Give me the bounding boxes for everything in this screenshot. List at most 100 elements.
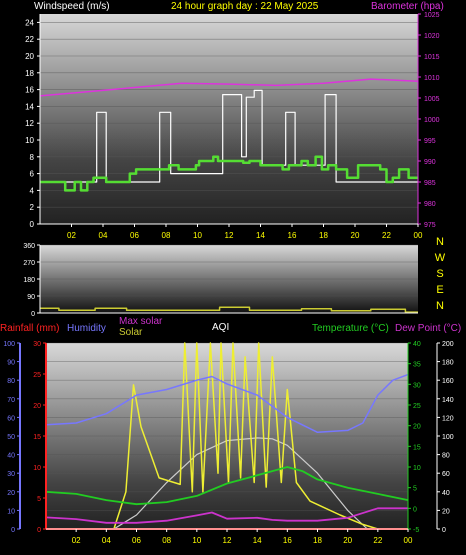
humidity-y-tick-label: 10	[7, 508, 15, 515]
barometer-y-tick-label: 1025	[424, 12, 440, 19]
windspeed-average-line	[40, 155, 418, 192]
rainfall-y-tick-label: 10	[33, 465, 41, 472]
time-tick-label: 00	[414, 231, 423, 240]
temperature-y-tick-label: 25	[413, 403, 421, 410]
time-tick-label: 10	[193, 231, 202, 240]
temperature-y-tick-label: 35	[413, 362, 421, 369]
temperature-y-tick-label: 40	[413, 341, 421, 348]
direction-letter: S	[436, 268, 443, 280]
conditions-time-tick-label: 06	[132, 536, 141, 545]
conditions-time-tick-label: 14	[253, 536, 262, 545]
rainfall-y-tick-label: 5	[37, 496, 41, 503]
barometer-y-tick-label: 1005	[424, 96, 440, 103]
temperature-y-tick-label: 10	[413, 465, 421, 472]
direction-y-tick-label: 90	[27, 294, 35, 301]
wind-y-tick-label: 8	[30, 153, 35, 162]
humidity-axis-title: Humidity	[67, 323, 106, 334]
direction-y-tick-label: 270	[23, 260, 35, 267]
time-axis-ticks: 02 04 06 08 10 12 14 16 18 20 22 00	[67, 224, 423, 240]
rainfall-y-tick-label: 25	[33, 372, 41, 379]
time-tick-label: 14	[256, 231, 265, 240]
chart-title: 24 hour graph day : 22 May 2025	[171, 1, 319, 12]
solar-y-tick-label: 180	[442, 360, 454, 367]
solar-y-tick-label: 160	[442, 378, 454, 385]
barometer-y-tick-label: 990	[424, 159, 436, 166]
temperature-y-tick-label: 0	[413, 506, 417, 513]
conditions-time-tick-label: 02	[72, 536, 81, 545]
humidity-y-tick-label: 0	[11, 527, 15, 534]
wind-y-tick-label: 22	[25, 35, 34, 44]
humidity-y-tick-label: 40	[7, 453, 15, 460]
solar-line	[113, 342, 379, 530]
barometer-y-tick-label: 1000	[424, 117, 440, 124]
solar-y-tick-label: 100	[442, 434, 454, 441]
barometer-y-tick-label: 975	[424, 222, 436, 229]
dew-point-axis-title: Dew Point (°C)	[395, 323, 461, 334]
time-tick-label: 20	[351, 231, 360, 240]
humidity-y-tick-label: 90	[7, 360, 15, 367]
solar-y-tick-label: 20	[442, 508, 450, 515]
barometer-y-tick-label: 995	[424, 138, 436, 145]
max-solar-curve	[113, 437, 368, 530]
rainfall-axis-title: Rainfall (mm)	[0, 323, 59, 334]
temperature-axis-title: Temperature (°C)	[312, 323, 389, 334]
wind-panel-background	[40, 14, 418, 224]
dew-point-line	[45, 507, 408, 524]
conditions-time-tick-label: 04	[102, 536, 111, 545]
rainfall-y-tick-label: 0	[37, 527, 41, 534]
direction-y-tick-label: 0	[31, 311, 35, 318]
conditions-time-tick-label: 16	[283, 536, 292, 545]
wind-y-tick-label: 20	[25, 52, 34, 61]
barometer-axis-title: Barometer (hpa)	[371, 1, 444, 12]
temperature-y-tick-label: -5	[413, 527, 419, 534]
barometer-y-tick-label: 1020	[424, 33, 440, 40]
direction-letter: E	[436, 284, 443, 296]
direction-letter: N	[436, 236, 444, 248]
time-tick-label: 02	[67, 231, 76, 240]
solar-y-tick-label: 0	[442, 527, 446, 534]
wind-y-tick-label: 6	[30, 170, 35, 179]
temperature-line	[45, 466, 409, 506]
time-tick-label: 18	[319, 231, 328, 240]
barometer-y-tick-label: 1015	[424, 54, 440, 61]
solar-y-tick-label: 80	[442, 453, 450, 460]
rainfall-y-tick-label: 15	[33, 434, 41, 441]
solar-y-tick-label: 200	[442, 341, 454, 348]
direction-letter: N	[436, 300, 444, 312]
temperature-y-tick-label: 30	[413, 382, 421, 389]
conditions-time-axis-ticks: 02 04 06 08 10 12 14 16 18 20 22 00	[72, 529, 413, 545]
direction-line	[40, 306, 418, 313]
conditions-time-tick-label: 08	[162, 536, 171, 545]
conditions-time-tick-label: 12	[223, 536, 232, 545]
direction-panel-marks	[40, 306, 418, 313]
direction-y-tick-label: 360	[23, 243, 35, 250]
time-tick-label: 12	[225, 231, 234, 240]
max-solar-label: Max solar	[119, 316, 163, 327]
barometer-y-tick-label: 1010	[424, 75, 440, 82]
aqi-label: AQI	[212, 322, 229, 333]
barometer-y-tick-label: 980	[424, 201, 436, 208]
direction-letter: W	[435, 252, 446, 264]
wind-y-tick-label: 18	[25, 69, 34, 78]
humidity-y-tick-label: 100	[3, 341, 15, 348]
wind-y-tick-label: 10	[25, 136, 34, 145]
solar-y-tick-label: 140	[442, 397, 454, 404]
humidity-y-tick-label: 60	[7, 415, 15, 422]
solar-y-tick-label: 120	[442, 415, 454, 422]
direction-panel-axes: 0 90 180 270 360	[23, 243, 418, 318]
humidity-y-tick-label: 70	[7, 397, 15, 404]
barometer-line	[39, 78, 419, 97]
time-tick-label: 16	[288, 231, 297, 240]
solar-y-tick-label: 60	[442, 471, 450, 478]
solar-label: Solar	[119, 327, 143, 338]
humidity-y-tick-label: 20	[7, 490, 15, 497]
time-tick-label: 22	[382, 231, 391, 240]
wind-y-tick-label: 14	[25, 102, 34, 111]
wind-y-tick-label: 16	[25, 86, 34, 95]
time-tick-label: 08	[162, 231, 171, 240]
humidity-y-tick-label: 80	[7, 378, 15, 385]
time-tick-label: 06	[130, 231, 139, 240]
